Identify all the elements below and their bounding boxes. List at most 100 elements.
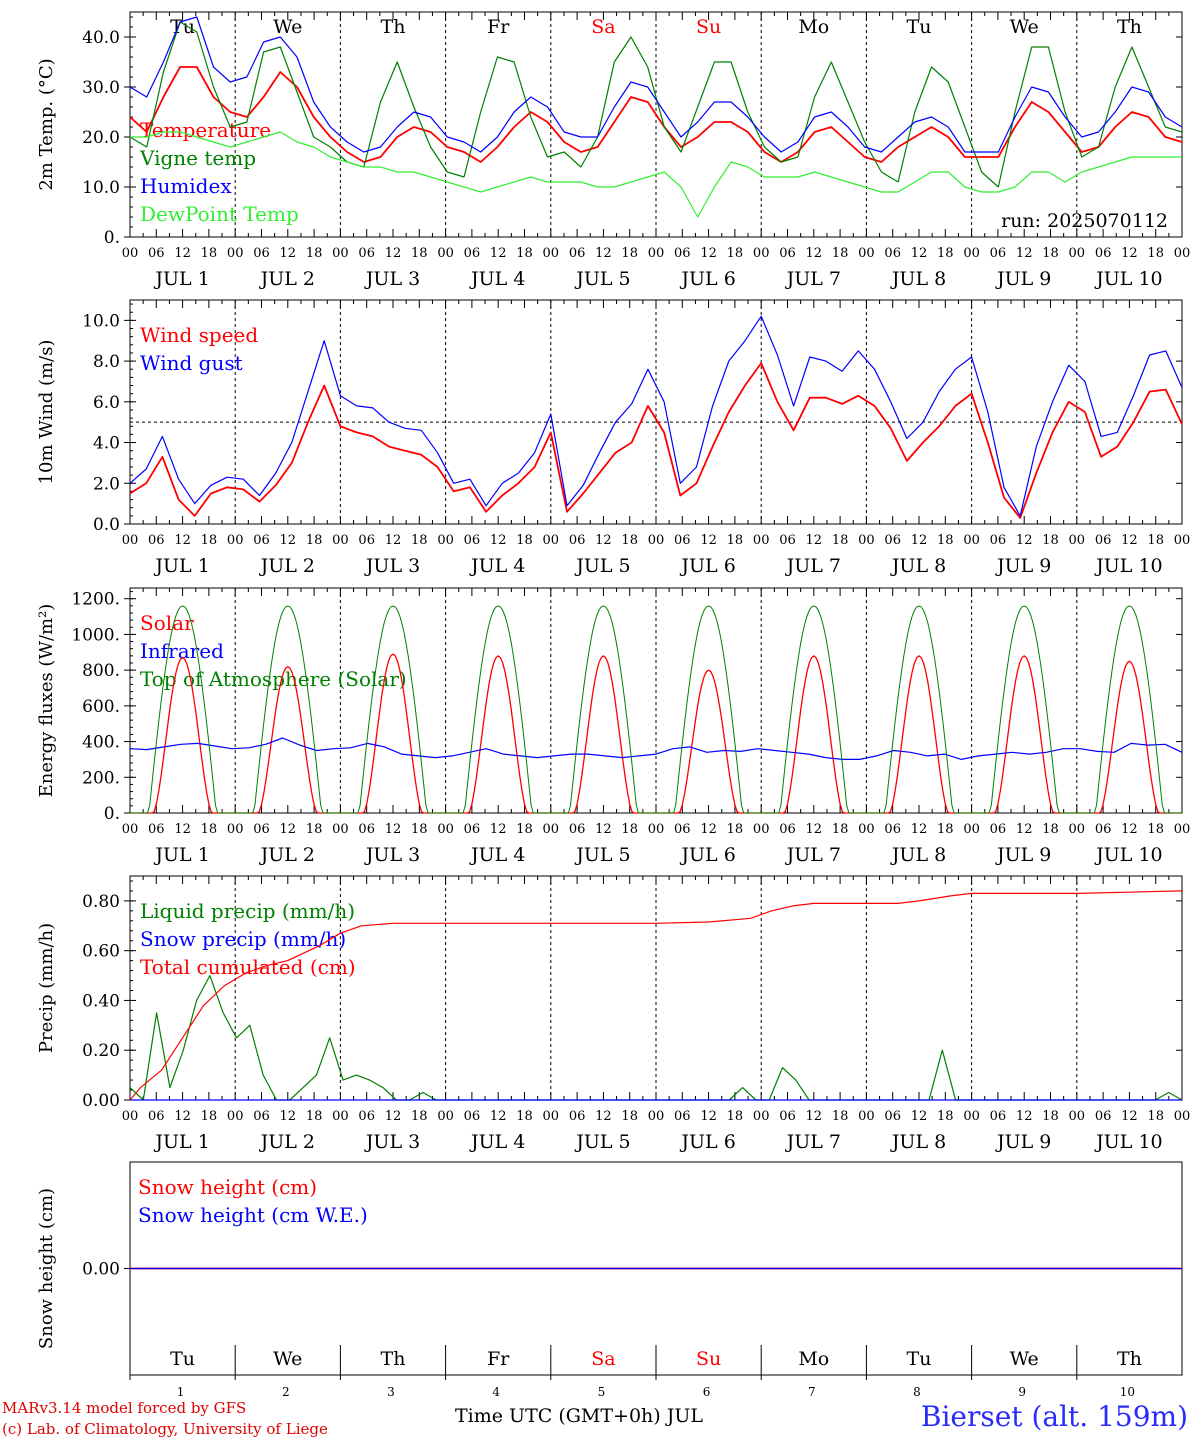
hour-label: 00 [753, 1109, 770, 1124]
hour-label: 18 [1147, 246, 1164, 261]
date-label: JUL 7 [785, 268, 841, 290]
weekday-label: Fr [487, 16, 510, 38]
panel-2: 0.0 2.0 4.0 6.0 8.0 10.0 10m Wind (m/s) 00 06 12 1… [36, 299, 1191, 577]
hour-label: 18 [1042, 822, 1059, 837]
hour-label: 06 [464, 822, 481, 837]
y-tick-label: 30.0 [82, 78, 120, 98]
hour-label: 06 [464, 246, 481, 261]
hour-label: 00 [1174, 533, 1191, 548]
hour-label: 12 [280, 533, 297, 548]
y-tick-label: 200. [82, 768, 120, 788]
hour-label: 00 [437, 533, 454, 548]
hour-label: 12 [280, 246, 297, 261]
hour-label: 12 [385, 822, 402, 837]
weekday-label: Su [696, 1348, 721, 1370]
hour-label: 12 [700, 533, 717, 548]
legend-2: Wind gust [140, 351, 243, 375]
hour-label: 12 [1121, 246, 1138, 261]
panel-frame [129, 299, 1183, 525]
date-label: JUL 2 [259, 268, 315, 290]
y-tick-label: 2.0 [93, 474, 120, 494]
hour-label: 18 [411, 533, 428, 548]
hour-label: 06 [358, 533, 375, 548]
y-tick-label: 600. [82, 697, 120, 717]
hour-label: 06 [990, 246, 1007, 261]
hour-label: 00 [543, 822, 560, 837]
date-label: JUL 6 [679, 555, 735, 577]
hour-label: 00 [858, 533, 875, 548]
hour-label: 18 [832, 1109, 849, 1124]
hour-label: 18 [937, 822, 954, 837]
hour-label: 18 [516, 246, 533, 261]
hour-label: 00 [1174, 1109, 1191, 1124]
date-label: JUL 1 [153, 844, 209, 866]
y-axis-label: Snow height (cm) [36, 1188, 57, 1349]
hour-label: 12 [490, 1109, 507, 1124]
hour-label: 06 [253, 533, 270, 548]
hour-label: 06 [148, 533, 165, 548]
y-tick-label: 0.40 [82, 991, 120, 1011]
hour-label: 00 [648, 533, 665, 548]
hour-label: 18 [727, 822, 744, 837]
hour-label: 00 [227, 246, 244, 261]
date-label: JUL 7 [785, 555, 841, 577]
hour-label: 12 [385, 1109, 402, 1124]
hour-label: 18 [832, 533, 849, 548]
series-total-cumulated-cm- [129, 890, 1183, 1101]
run-label: run: 2025070112 [1001, 210, 1168, 232]
date-label: JUL 8 [890, 1131, 946, 1153]
hour-label: 12 [700, 1109, 717, 1124]
hour-label: 18 [516, 1109, 533, 1124]
date-label: JUL 9 [995, 1131, 1051, 1153]
hour-label: 18 [306, 533, 323, 548]
hour-label: 18 [1147, 533, 1164, 548]
hour-label: 06 [253, 822, 270, 837]
hour-label: 06 [779, 533, 796, 548]
y-tick-label: 0.80 [82, 892, 120, 912]
hour-label: 06 [569, 533, 586, 548]
y-tick-label: 4.0 [93, 434, 120, 454]
series-humidex [129, 16, 1183, 153]
hour-label: 12 [911, 246, 928, 261]
series-infrared [129, 737, 1183, 761]
hour-label: 00 [332, 822, 349, 837]
hour-label: 18 [1042, 1109, 1059, 1124]
hour-label: 18 [727, 1109, 744, 1124]
y-tick-label: 0.0 [93, 515, 120, 535]
hour-label: 12 [1121, 822, 1138, 837]
hour-label: 12 [595, 246, 612, 261]
hour-label: 00 [437, 246, 454, 261]
hour-label: 06 [1095, 1109, 1112, 1124]
legend-2: Snow height (cm W.E.) [138, 1203, 368, 1227]
date-label: JUL 10 [1094, 1131, 1162, 1153]
date-label: JUL 5 [574, 844, 630, 866]
hour-label: 00 [1069, 533, 1086, 548]
legend-1: Liquid precip (mm/h) [140, 899, 355, 923]
y-axis-label: 2m Temp. (°C) [36, 58, 57, 190]
hour-label: 06 [1095, 246, 1112, 261]
hour-label: 18 [621, 1109, 638, 1124]
weekday-label: Fr [487, 1348, 510, 1370]
date-label: JUL 4 [469, 844, 525, 866]
y-tick-label: 800. [82, 661, 120, 681]
hour-label: 18 [727, 533, 744, 548]
hour-label: 00 [753, 822, 770, 837]
date-label: JUL 6 [679, 268, 735, 290]
hour-label: 00 [858, 246, 875, 261]
weekday-label: Th [1117, 1348, 1142, 1370]
hour-label: 00 [122, 246, 139, 261]
hour-label: 18 [832, 246, 849, 261]
y-axis-label: 10m Wind (m/s) [36, 340, 57, 485]
hour-label: 06 [674, 822, 691, 837]
hour-label: 12 [806, 822, 823, 837]
y-tick-label: 0. [104, 228, 120, 248]
date-label: JUL 2 [259, 844, 315, 866]
hour-label: 18 [306, 822, 323, 837]
date-label: JUL 3 [364, 1131, 420, 1153]
y-axis-label: Energy fluxes (W/m²) [36, 604, 57, 798]
hour-label: 12 [174, 533, 191, 548]
y-tick-label: 1200. [71, 590, 120, 610]
legend-4: DewPoint Temp [140, 202, 299, 226]
hour-label: 06 [148, 822, 165, 837]
weekday-label: Su [696, 16, 721, 38]
